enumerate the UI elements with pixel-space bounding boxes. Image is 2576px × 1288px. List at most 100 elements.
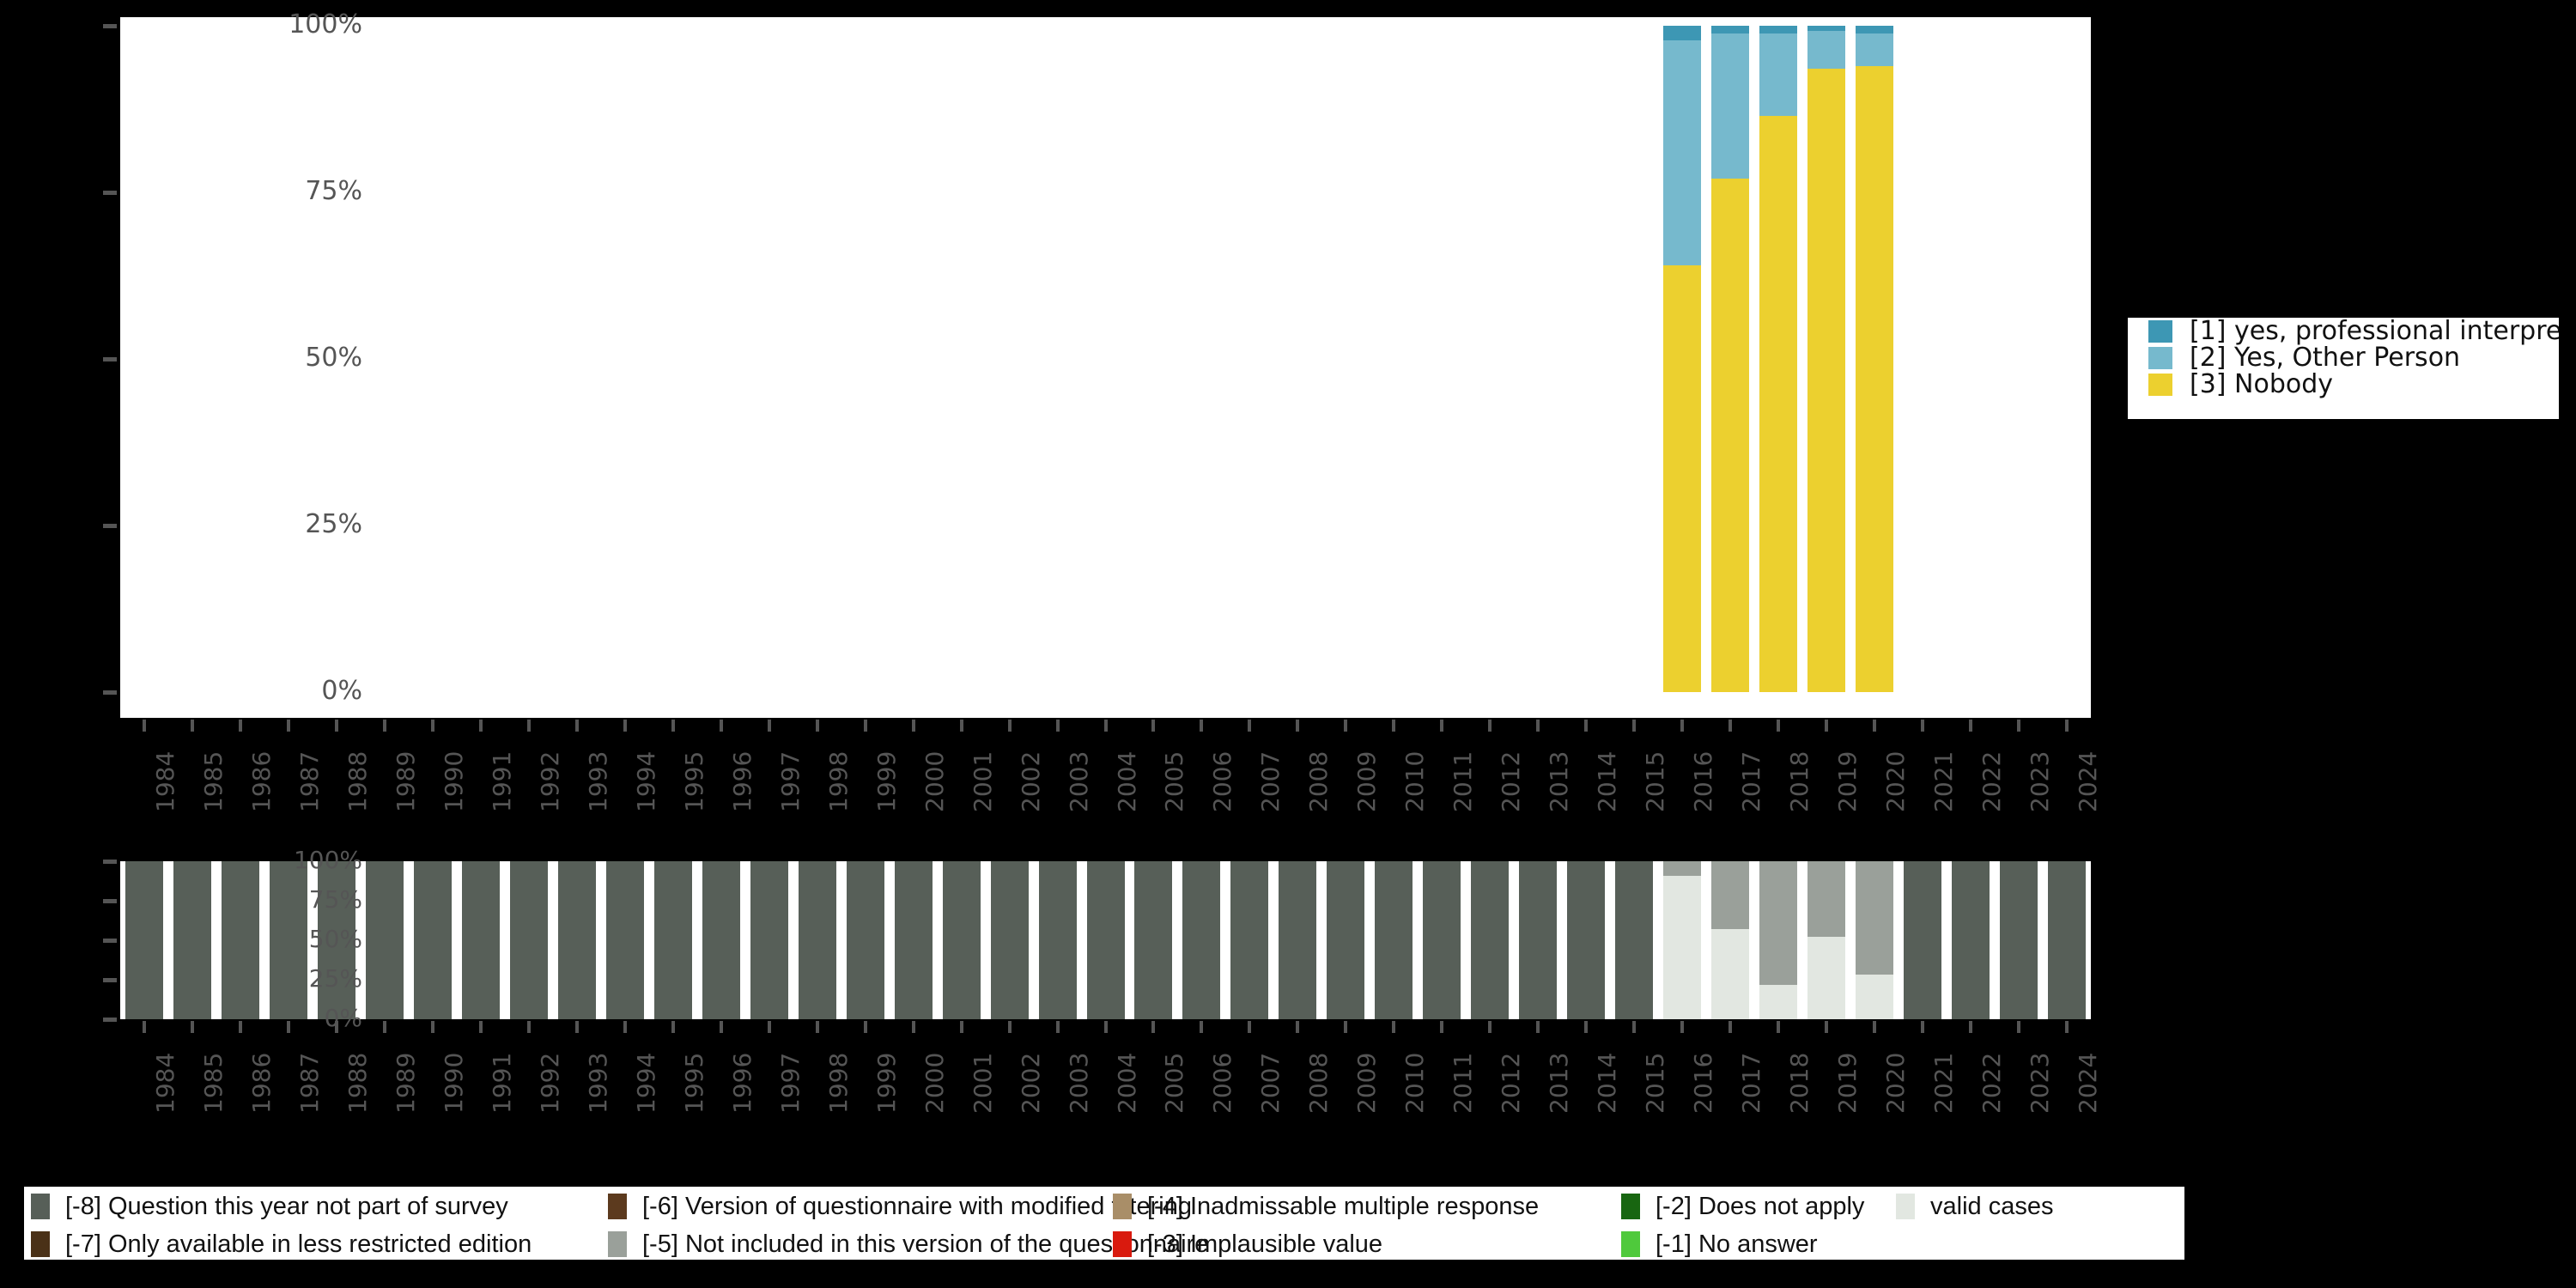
missing-bar-segment[interactable] [1856,974,1894,1019]
missing-bar-segment[interactable] [1423,861,1461,1019]
bar-segment[interactable] [1711,179,1750,692]
missing-bar-segment[interactable] [1279,861,1317,1019]
bar-column[interactable] [1856,26,1894,692]
missing-bar-segment[interactable] [509,861,548,1019]
missing-bar-segment[interactable] [798,861,836,1019]
missing-bar-segment[interactable] [1182,861,1221,1019]
bar-segment[interactable] [1663,26,1702,41]
legend-item[interactable]: [2] Yes, Other Person [2128,343,2559,373]
missing-bar-column[interactable] [1038,861,1077,1019]
bar-column[interactable] [1759,26,1798,692]
bar-segment[interactable] [1759,26,1798,34]
bar-segment[interactable] [1807,31,1846,70]
legend-item[interactable]: [-3] Implausible value [1113,1230,1382,1259]
missing-bar-segment[interactable] [894,861,933,1019]
bar-segment[interactable] [1759,115,1798,692]
missing-bar-segment[interactable] [1663,875,1702,1019]
missing-bar-column[interactable] [1567,861,1606,1019]
missing-bar-column[interactable] [557,861,596,1019]
missing-bar-segment[interactable] [1807,937,1846,1019]
missing-bar-column[interactable] [1952,861,1990,1019]
bar-segment[interactable] [1856,33,1894,66]
bar-column[interactable] [1711,26,1750,692]
missing-bar-column[interactable] [413,861,452,1019]
missing-bar-segment[interactable] [1038,861,1077,1019]
bar-segment[interactable] [1663,40,1702,266]
missing-bar-column[interactable] [605,861,644,1019]
missing-bar-segment[interactable] [750,861,788,1019]
missing-bar-segment[interactable] [1471,861,1510,1019]
bar-segment[interactable] [1663,265,1702,692]
missing-bar-segment[interactable] [125,861,163,1019]
missing-bar-column[interactable] [2000,861,2038,1019]
missing-bar-column[interactable] [1230,861,1269,1019]
missing-bar-segment[interactable] [2048,861,2086,1019]
bar-segment[interactable] [1807,69,1846,692]
legend-item[interactable]: valid cases [1896,1193,2053,1221]
missing-bar-column[interactable] [1327,861,1365,1019]
missing-bar-column[interactable] [1519,861,1558,1019]
missing-bar-column[interactable] [798,861,836,1019]
missing-bar-column[interactable] [125,861,163,1019]
missing-bar-segment[interactable] [1711,861,1750,930]
bar-column[interactable] [1663,26,1702,692]
missing-bar-segment[interactable] [1711,929,1750,1019]
missing-bar-column[interactable] [1086,861,1125,1019]
missing-bar-column[interactable] [1615,861,1654,1019]
missing-bar-column[interactable] [1711,861,1750,1019]
missing-bar-segment[interactable] [461,861,500,1019]
missing-bar-column[interactable] [990,861,1029,1019]
missing-bar-segment[interactable] [846,861,884,1019]
bar-segment[interactable] [1807,26,1846,32]
missing-bar-segment[interactable] [1230,861,1269,1019]
missing-bar-segment[interactable] [1663,861,1702,876]
missing-bar-column[interactable] [1134,861,1173,1019]
missing-bar-segment[interactable] [605,861,644,1019]
missing-bar-segment[interactable] [1759,985,1798,1019]
missing-bar-segment[interactable] [557,861,596,1019]
missing-bar-segment[interactable] [2000,861,2038,1019]
legend-item[interactable]: [-6] Version of questionnaire with modif… [608,1193,1192,1221]
legend-item[interactable]: [-1] No answer [1621,1230,1818,1259]
missing-bar-segment[interactable] [413,861,452,1019]
missing-bar-segment[interactable] [1856,861,1894,975]
missing-bar-column[interactable] [942,861,981,1019]
missing-bar-segment[interactable] [1567,861,1606,1019]
missing-bar-segment[interactable] [1375,861,1413,1019]
bar-segment[interactable] [1759,33,1798,116]
missing-bar-column[interactable] [1279,861,1317,1019]
missing-bar-segment[interactable] [221,861,259,1019]
missing-bar-segment[interactable] [1615,861,1654,1019]
legend-item[interactable]: [-2] Does not apply [1621,1193,1864,1221]
missing-bar-segment[interactable] [1519,861,1558,1019]
missing-bar-column[interactable] [702,861,740,1019]
missing-bar-column[interactable] [221,861,259,1019]
missing-bar-column[interactable] [1375,861,1413,1019]
missing-bar-segment[interactable] [1952,861,1990,1019]
bar-column[interactable] [1807,26,1846,692]
missing-bar-column[interactable] [1904,861,1942,1019]
missing-bar-segment[interactable] [365,861,404,1019]
missing-bar-segment[interactable] [702,861,740,1019]
missing-bar-column[interactable] [365,861,404,1019]
missing-bar-column[interactable] [894,861,933,1019]
missing-bar-segment[interactable] [990,861,1029,1019]
missing-bar-column[interactable] [509,861,548,1019]
missing-bar-segment[interactable] [1759,861,1798,986]
missing-bar-segment[interactable] [1904,861,1942,1019]
missing-bar-segment[interactable] [173,861,211,1019]
missing-bar-column[interactable] [1471,861,1510,1019]
legend-item[interactable]: [1] yes, professional interpreter [2128,318,2559,346]
legend-item[interactable]: [-4] Inadmissable multiple response [1113,1193,1539,1221]
bar-segment[interactable] [1856,65,1894,692]
missing-bar-segment[interactable] [1807,861,1846,938]
missing-bar-column[interactable] [653,861,692,1019]
missing-bar-column[interactable] [1856,861,1894,1019]
missing-bar-column[interactable] [1423,861,1461,1019]
missing-bar-column[interactable] [1759,861,1798,1019]
missing-bar-column[interactable] [1182,861,1221,1019]
missing-bar-segment[interactable] [653,861,692,1019]
missing-bar-segment[interactable] [1327,861,1365,1019]
bar-segment[interactable] [1856,26,1894,34]
missing-bar-column[interactable] [1663,861,1702,1019]
